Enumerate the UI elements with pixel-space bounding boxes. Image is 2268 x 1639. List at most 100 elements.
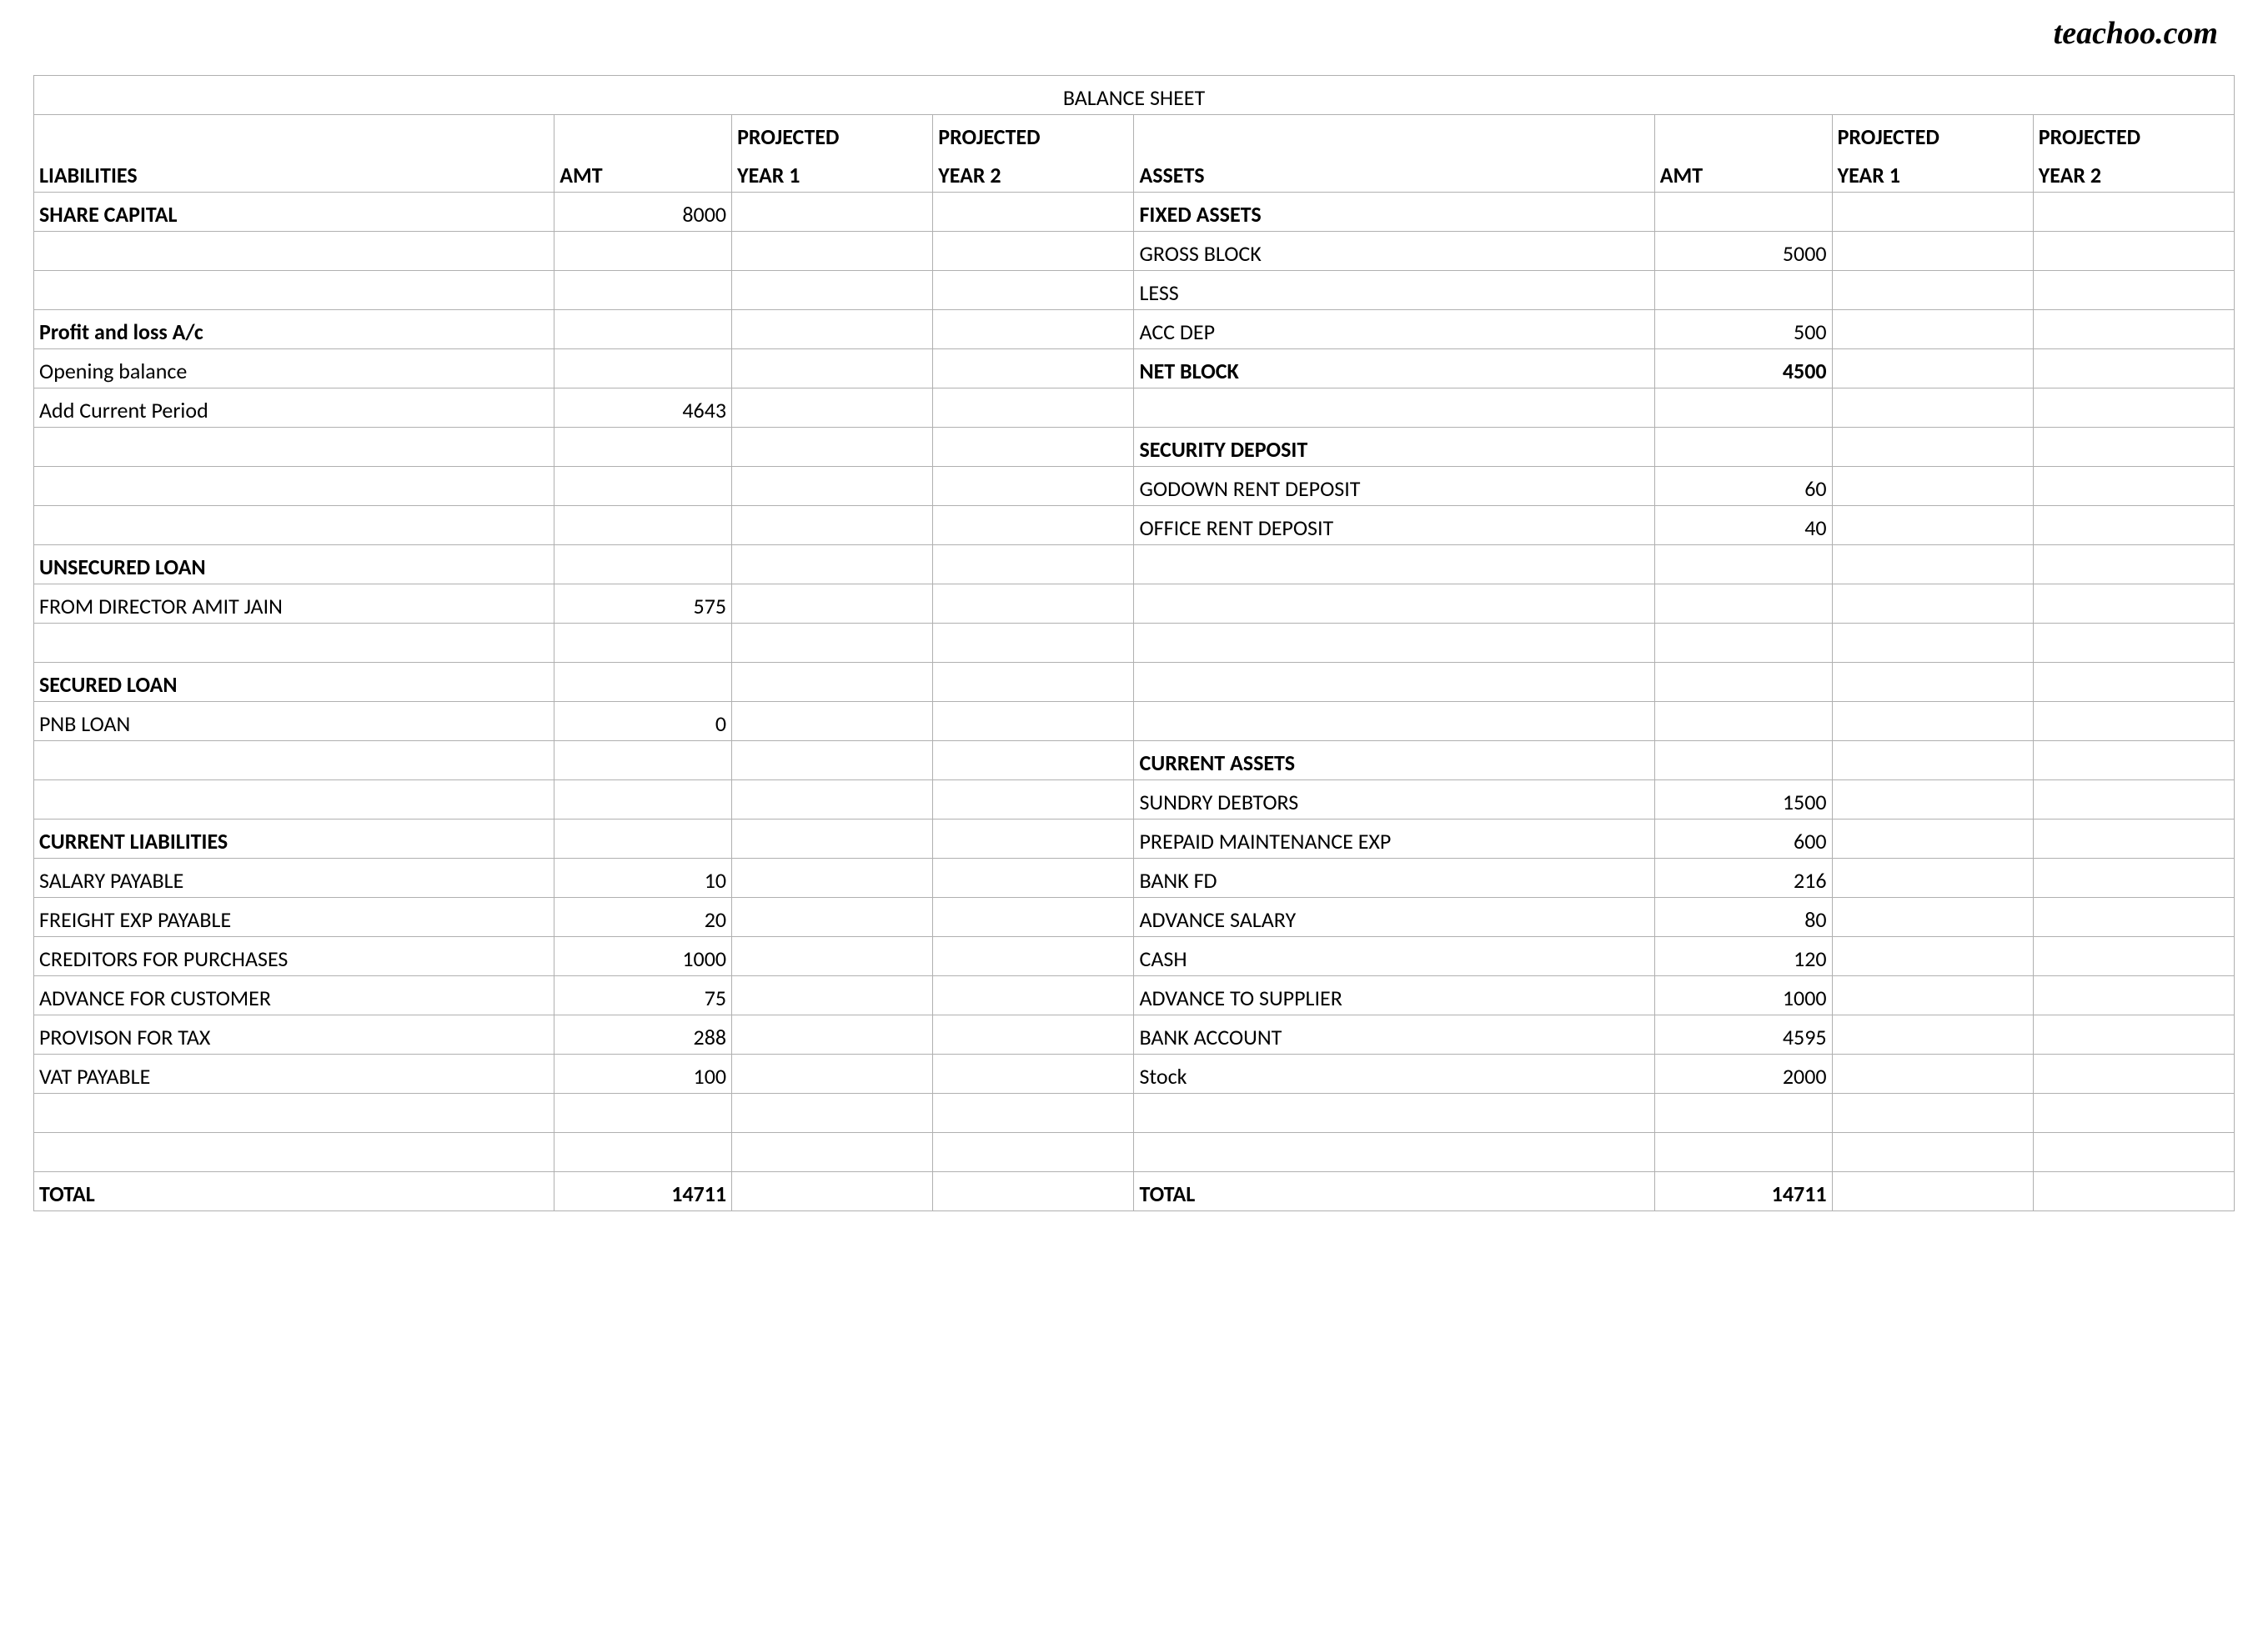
- asset-proj2: [2033, 741, 2234, 780]
- liability-proj1: [732, 349, 933, 388]
- table-row: TOTAL14711TOTAL14711: [34, 1172, 2235, 1211]
- asset-label: NET BLOCK: [1134, 349, 1654, 388]
- col-proj2-bot: YEAR 2: [933, 153, 1134, 193]
- liability-label: [34, 741, 554, 780]
- col-amt-l: AMT: [554, 153, 732, 193]
- table-row: [34, 1094, 2235, 1133]
- liability-label: Add Current Period: [34, 388, 554, 428]
- liability-proj1: [732, 820, 933, 859]
- liability-proj1: [732, 1172, 933, 1211]
- liability-proj1: [732, 859, 933, 898]
- asset-proj2: [2033, 898, 2234, 937]
- liability-proj1: [732, 1094, 933, 1133]
- liability-amt: [554, 506, 732, 545]
- liability-label: Opening balance: [34, 349, 554, 388]
- asset-amt: 5000: [1654, 232, 1832, 271]
- asset-label: PREPAID MAINTENANCE EXP: [1134, 820, 1654, 859]
- liability-label: SHARE CAPITAL: [34, 193, 554, 232]
- asset-proj2: [2033, 271, 2234, 310]
- asset-label: FIXED ASSETS: [1134, 193, 1654, 232]
- asset-amt: 40: [1654, 506, 1832, 545]
- liability-label: FREIGHT EXP PAYABLE: [34, 898, 554, 937]
- balance-sheet-table: BALANCE SHEET PROJECTED PROJECTED PROJEC…: [33, 75, 2235, 1211]
- asset-proj1: [1832, 467, 2033, 506]
- liability-amt: [554, 310, 732, 349]
- liability-amt: 288: [554, 1015, 732, 1055]
- asset-label: [1134, 663, 1654, 702]
- balance-tbody: BALANCE SHEET PROJECTED PROJECTED PROJEC…: [34, 76, 2235, 1211]
- asset-amt: [1654, 1094, 1832, 1133]
- asset-proj1: [1832, 898, 2033, 937]
- asset-proj1: [1832, 545, 2033, 584]
- asset-amt: 120: [1654, 937, 1832, 976]
- col-proj2-bot-r: YEAR 2: [2033, 153, 2234, 193]
- liability-proj1: [732, 310, 933, 349]
- asset-amt: 2000: [1654, 1055, 1832, 1094]
- asset-amt: 4500: [1654, 349, 1832, 388]
- liability-amt: [554, 741, 732, 780]
- col-proj2-top-r: PROJECTED: [2033, 115, 2234, 154]
- asset-proj1: [1832, 1094, 2033, 1133]
- asset-label: CASH: [1134, 937, 1654, 976]
- asset-label: GROSS BLOCK: [1134, 232, 1654, 271]
- asset-label: SUNDRY DEBTORS: [1134, 780, 1654, 820]
- asset-proj2: [2033, 780, 2234, 820]
- asset-amt: 500: [1654, 310, 1832, 349]
- header-row-top: PROJECTED PROJECTED PROJECTED PROJECTED: [34, 115, 2235, 154]
- liability-proj1: [732, 976, 933, 1015]
- asset-proj1: [1832, 820, 2033, 859]
- asset-label: ACC DEP: [1134, 310, 1654, 349]
- col-proj1-bot-r: YEAR 1: [1832, 153, 2033, 193]
- asset-proj1: [1832, 349, 2033, 388]
- asset-proj1: [1832, 741, 2033, 780]
- table-row: Profit and loss A/cACC DEP500: [34, 310, 2235, 349]
- liability-label: [34, 506, 554, 545]
- liability-proj1: [732, 232, 933, 271]
- liability-amt: 75: [554, 976, 732, 1015]
- liability-proj1: [732, 663, 933, 702]
- asset-label: [1134, 624, 1654, 663]
- asset-proj1: [1832, 428, 2033, 467]
- liability-label: CREDITORS FOR PURCHASES: [34, 937, 554, 976]
- liability-proj2: [933, 1055, 1134, 1094]
- asset-label: [1134, 702, 1654, 741]
- col-liabilities: LIABILITIES: [34, 153, 554, 193]
- liability-label: [34, 780, 554, 820]
- asset-label: TOTAL: [1134, 1172, 1654, 1211]
- col-amt-r: AMT: [1654, 153, 1832, 193]
- asset-label: ADVANCE SALARY: [1134, 898, 1654, 937]
- liability-amt: [554, 1133, 732, 1172]
- liability-label: [34, 428, 554, 467]
- liability-amt: 10: [554, 859, 732, 898]
- asset-amt: 1000: [1654, 976, 1832, 1015]
- asset-proj2: [2033, 467, 2234, 506]
- asset-amt: [1654, 741, 1832, 780]
- asset-proj1: [1832, 859, 2033, 898]
- asset-label: BANK FD: [1134, 859, 1654, 898]
- liability-proj2: [933, 349, 1134, 388]
- asset-proj1: [1832, 388, 2033, 428]
- asset-proj2: [2033, 859, 2234, 898]
- asset-proj1: [1832, 976, 2033, 1015]
- table-row: SALARY PAYABLE10BANK FD216: [34, 859, 2235, 898]
- asset-proj1: [1832, 506, 2033, 545]
- asset-label: [1134, 1133, 1654, 1172]
- asset-proj2: [2033, 1015, 2234, 1055]
- asset-proj1: [1832, 663, 2033, 702]
- liability-amt: 575: [554, 584, 732, 624]
- table-row: [34, 624, 2235, 663]
- asset-amt: 4595: [1654, 1015, 1832, 1055]
- asset-proj1: [1832, 937, 2033, 976]
- liability-proj2: [933, 624, 1134, 663]
- liability-proj1: [732, 506, 933, 545]
- table-row: Add Current Period4643: [34, 388, 2235, 428]
- liability-amt: 1000: [554, 937, 732, 976]
- asset-label: [1134, 1094, 1654, 1133]
- asset-amt: [1654, 624, 1832, 663]
- liability-amt: 100: [554, 1055, 732, 1094]
- asset-proj2: [2033, 663, 2234, 702]
- asset-proj2: [2033, 232, 2234, 271]
- table-row: PROVISON FOR TAX288BANK ACCOUNT4595: [34, 1015, 2235, 1055]
- asset-label: [1134, 388, 1654, 428]
- liability-proj1: [732, 271, 933, 310]
